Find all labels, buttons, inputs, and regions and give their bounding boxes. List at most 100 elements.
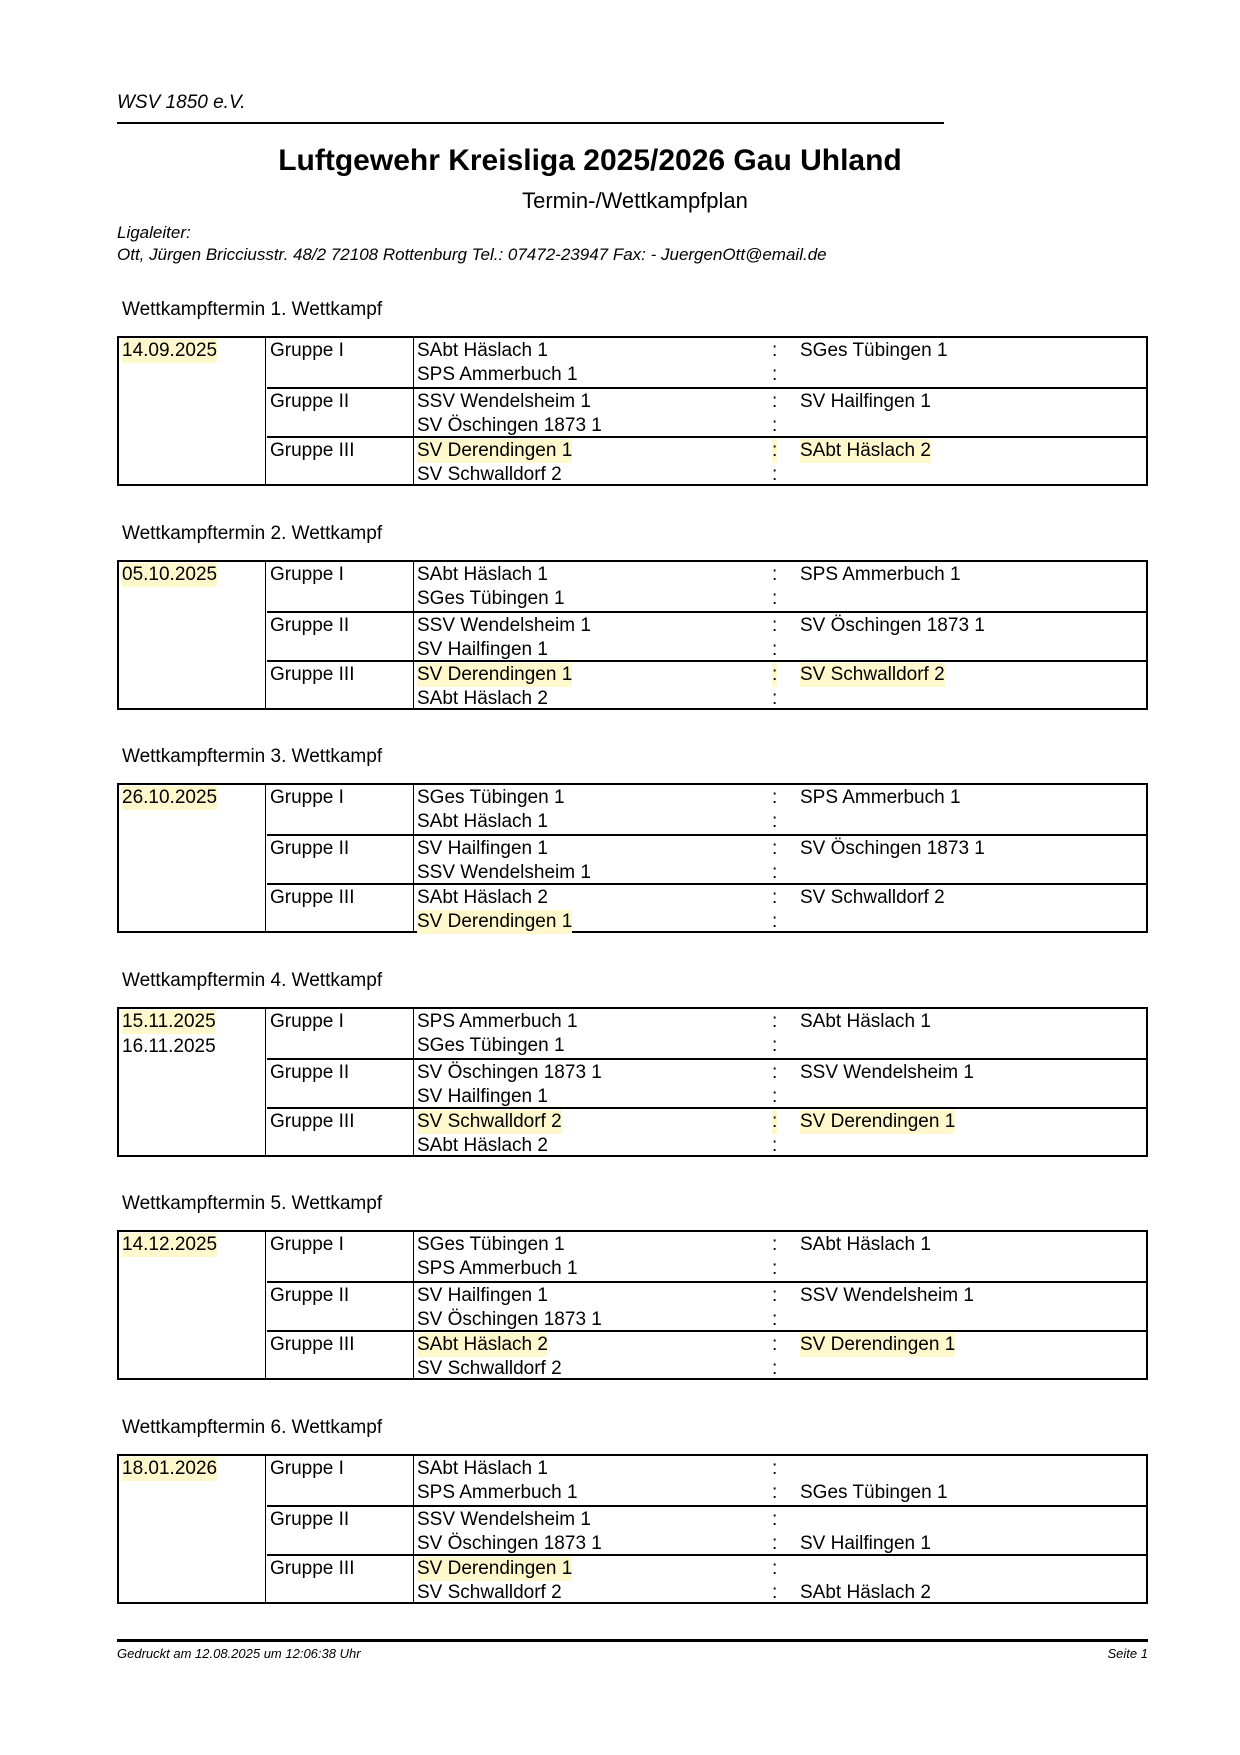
schedule-section: Wettkampftermin 3. Wettkampf 26.10.2025 Gr… [0, 746, 1240, 966]
page-title: Luftgewehr Kreisliga 2025/2026 Gau Uhlan… [278, 144, 902, 177]
away-team: SV Schwalldorf 2 [800, 662, 945, 687]
club-name: WSV 1850 e.V. [117, 92, 246, 113]
section-label: Wettkampftermin 1. Wettkampf [122, 299, 383, 320]
group-block: Gruppe II SV Öschingen 1873 1: SSV Wendels… [267, 1057, 1146, 1108]
versus-separator: : [772, 887, 778, 908]
group-block: Gruppe I SGes Tübingen 1: SAbt Häslach 1 SP… [267, 1232, 1146, 1282]
group-name: Gruppe II [270, 838, 350, 859]
away-team: SV Schwalldorf 2 [800, 887, 945, 908]
leader-label: Ligaleiter: [117, 223, 191, 242]
versus-separator: : [772, 687, 778, 709]
match-table: 15.11.2025 16.11.2025 Gruppe I SPS Ammerbuc… [117, 1006, 1148, 1157]
page-number: Seite 1 [1107, 1646, 1148, 1661]
versus-separator: : [772, 415, 778, 436]
group-name: Gruppe I [270, 340, 344, 361]
away-team: SV Öschingen 1873 1 [800, 614, 985, 636]
schedule-section: Wettkampftermin 4. Wettkampf 15.11.2025 16… [0, 970, 1240, 1190]
versus-separator: : [772, 1285, 778, 1306]
footer-rule [117, 1639, 1148, 1642]
home-team: SV Hailfingen 1 [417, 638, 548, 660]
away-team: SAbt Häslach 2 [800, 439, 931, 463]
column-divider [265, 1455, 266, 1602]
home-team: SV Öschingen 1873 1 [417, 1532, 602, 1554]
home-team: SGes Tübingen 1 [417, 587, 565, 609]
group-name: Gruppe III [270, 663, 355, 685]
versus-separator: : [772, 787, 778, 808]
group-name: Gruppe II [270, 1508, 350, 1530]
match-date: 26.10.2025 [122, 786, 218, 810]
home-team: SAbt Häslach 1 [417, 1457, 548, 1479]
home-team: SV Schwalldorf 2 [417, 1109, 562, 1134]
group-name: Gruppe II [270, 391, 350, 412]
schedule-section: Wettkampftermin 5. Wettkampf 14.12.2025 Gr… [0, 1193, 1240, 1413]
home-team: SV Schwalldorf 2 [417, 1581, 562, 1603]
home-team: SV Derendingen 1 [417, 910, 573, 934]
versus-separator: : [772, 1481, 778, 1503]
versus-separator: : [772, 614, 778, 636]
versus-separator: : [772, 1085, 778, 1107]
away-team: SAbt Häslach 1 [800, 1234, 931, 1255]
group-block: Gruppe III SAbt Häslach 2: SV Derendingen … [267, 1330, 1146, 1380]
versus-separator: : [772, 1010, 778, 1032]
column-divider [265, 1232, 266, 1378]
match-date: 15.11.2025 [122, 1009, 216, 1034]
group-name: Gruppe III [270, 887, 355, 908]
home-team: SV Schwalldorf 2 [417, 464, 562, 485]
versus-separator: : [772, 1581, 778, 1603]
group-block: Gruppe III SV Derendingen 1: SV Schwalldor… [267, 1553, 1146, 1604]
group-block: Gruppe I SAbt Häslach 1: SGes Tübingen 1 SP… [267, 338, 1146, 388]
column-divider [413, 561, 414, 708]
column-divider [265, 1008, 266, 1155]
versus-separator: : [772, 811, 778, 832]
versus-separator: : [772, 364, 778, 385]
home-team: SSV Wendelsheim 1 [417, 1508, 591, 1530]
group-block: Gruppe III SV Derendingen 1: SAbt Häslach … [267, 436, 1146, 486]
versus-separator: : [772, 563, 778, 585]
home-team: SSV Wendelsheim 1 [417, 614, 591, 636]
versus-separator: : [772, 1557, 778, 1579]
group-name: Gruppe II [270, 614, 350, 636]
group-block: Gruppe I SAbt Häslach 1: SPS Ammerbuch 1: S… [267, 1456, 1146, 1506]
column-divider [413, 338, 414, 484]
versus-separator: : [772, 638, 778, 660]
printed-timestamp: Gedruckt am 12.08.2025 um 12:06:38 Uhr [117, 1646, 361, 1661]
versus-separator: : [772, 587, 778, 609]
match-date: 16.11.2025 [122, 1035, 216, 1057]
versus-separator: : [772, 1134, 778, 1156]
match-table: 18.01.2026 Gruppe I SAbt Häslach 1: SPS Amm… [117, 1453, 1148, 1604]
group-block: Gruppe II SSV Wendelsheim 1: SV Hailfingen… [267, 387, 1146, 437]
home-team: SV Öschingen 1873 1 [417, 415, 602, 436]
group-name: Gruppe I [270, 1457, 344, 1479]
home-team: SPS Ammerbuch 1 [417, 364, 578, 385]
away-team: SV Derendingen 1 [800, 1333, 956, 1357]
away-team: SV Derendingen 1 [800, 1109, 956, 1134]
home-team: SV Hailfingen 1 [417, 1285, 548, 1306]
away-team: SPS Ammerbuch 1 [800, 787, 961, 808]
versus-separator: : [772, 1034, 778, 1056]
leader-contact: Ott, Jürgen Bricciusstr. 48/2 72108 Rott… [117, 245, 827, 264]
schedule-section: Wettkampftermin 2. Wettkampf 05.10.2025 Gr… [0, 523, 1240, 743]
column-divider [413, 1232, 414, 1378]
group-name: Gruppe I [270, 787, 344, 808]
home-team: SGes Tübingen 1 [417, 1234, 565, 1255]
group-name: Gruppe III [270, 1557, 355, 1579]
match-date: 14.09.2025 [122, 339, 218, 363]
away-team: SV Hailfingen 1 [800, 391, 931, 412]
group-block: Gruppe II SSV Wendelsheim 1: SV Öschingen … [267, 610, 1146, 661]
section-label: Wettkampftermin 4. Wettkampf [122, 969, 383, 991]
page-subtitle: Termin-/Wettkampfplan [522, 188, 748, 213]
home-team: SV Öschingen 1873 1 [417, 1061, 602, 1083]
versus-separator: : [772, 1508, 778, 1530]
versus-separator: : [772, 391, 778, 412]
versus-separator: : [772, 1258, 778, 1279]
home-team: SV Öschingen 1873 1 [417, 1309, 602, 1330]
group-name: Gruppe III [270, 1110, 355, 1132]
column-divider [265, 785, 266, 931]
home-team: SAbt Häslach 1 [417, 340, 548, 361]
home-team: SAbt Häslach 2 [417, 687, 548, 709]
away-team: SV Öschingen 1873 1 [800, 838, 985, 859]
section-label: Wettkampftermin 5. Wettkampf [122, 1193, 383, 1214]
section-label: Wettkampftermin 6. Wettkampf [122, 1416, 383, 1438]
versus-separator: : [772, 662, 778, 687]
